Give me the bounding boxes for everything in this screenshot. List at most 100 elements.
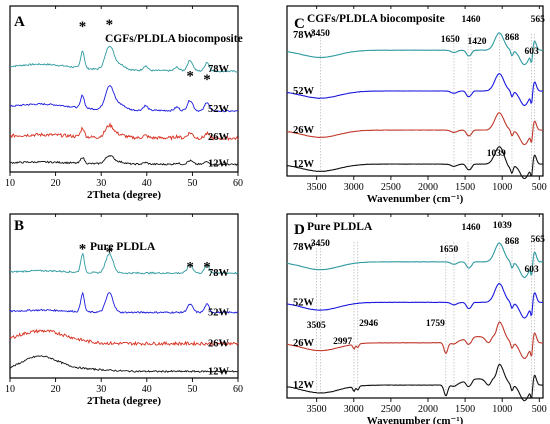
- series-52w-line: [9, 84, 239, 113]
- peak-annotation: 1759: [426, 319, 445, 329]
- series-label: 78W: [208, 268, 230, 279]
- plot-frame: [9, 213, 239, 379]
- peak-annotation: 1039: [493, 221, 512, 231]
- peak-annotation: 603: [525, 47, 540, 57]
- x-tick-label: 50: [187, 178, 197, 189]
- peak-annotation: 565: [531, 235, 546, 245]
- peak-star-marker: *: [203, 72, 211, 88]
- x-tick-label: 20: [51, 178, 61, 189]
- x-tick-label: 1500: [455, 182, 475, 193]
- series-label: 78W: [208, 64, 230, 75]
- x-tick-label: 10: [5, 178, 15, 189]
- peak-annotation: 2997: [333, 337, 352, 347]
- x-tick-label: 3000: [344, 404, 364, 415]
- peak-star-marker: *: [186, 259, 194, 275]
- x-tick-label: 10: [5, 384, 15, 395]
- x-tick-label: 500: [532, 182, 547, 193]
- plot-frame: [9, 5, 239, 173]
- plot-frame: [286, 213, 544, 399]
- series-12w-line: [286, 363, 544, 402]
- x-tick-label: 40: [142, 384, 152, 395]
- series-label: 26W: [208, 339, 230, 350]
- panel-letter: B: [14, 218, 24, 234]
- series-52w-line: [286, 282, 544, 319]
- peak-annotation: 1650: [439, 245, 458, 255]
- series-26w-line: [286, 112, 543, 146]
- x-tick-label: 2500: [381, 404, 401, 415]
- series-label: 26W: [293, 125, 315, 136]
- series-label: 52W: [293, 86, 315, 97]
- panel-letter: C: [294, 16, 305, 32]
- x-tick-label: 3500: [307, 182, 327, 193]
- chart-title: CGFs/PLDLA biocomposite: [105, 33, 243, 45]
- series-52w-line: [286, 72, 544, 107]
- x-tick-label: 1000: [492, 404, 512, 415]
- series-label: 52W: [208, 104, 230, 115]
- peak-annotation: 1039: [487, 149, 506, 159]
- x-axis-label: Wavenumber (cm⁻¹): [367, 415, 464, 424]
- x-tick-label: 2500: [381, 182, 401, 193]
- series-78w-line: [286, 242, 544, 279]
- x-axis-label: 2Theta (degree): [87, 395, 161, 407]
- series-26w-line: [9, 328, 239, 347]
- series-78w-line: [286, 32, 544, 66]
- series-label: 78W: [293, 30, 315, 41]
- peak-star-marker: *: [106, 17, 114, 33]
- x-tick-label: 30: [96, 384, 106, 395]
- series-label: 26W: [293, 338, 315, 349]
- peak-star-marker: *: [186, 69, 194, 85]
- series-label: 12W: [293, 380, 315, 391]
- series-78w-line: [9, 252, 239, 275]
- series-label: 78W: [293, 242, 315, 253]
- peak-annotation: 1420: [467, 37, 486, 47]
- series-12w-line: [286, 146, 543, 180]
- x-tick-label: 3000: [344, 182, 364, 193]
- series-label: 12W: [208, 159, 230, 170]
- series-label: 12W: [208, 366, 230, 377]
- x-tick-label: 30: [96, 178, 106, 189]
- peak-annotation: 1460: [462, 15, 481, 25]
- x-tick-label: 2000: [418, 182, 438, 193]
- series-26w-line: [9, 122, 239, 142]
- series-label: 12W: [293, 159, 315, 170]
- chart-title: Pure PLDLA: [90, 241, 156, 253]
- x-tick-label: 50: [187, 384, 197, 395]
- series-52w-line: [9, 291, 239, 315]
- peak-annotation: 868: [505, 33, 520, 43]
- peak-annotation: 868: [505, 237, 520, 247]
- series-label: 52W: [208, 307, 230, 318]
- x-tick-label: 60: [233, 384, 243, 395]
- panel-letter: D: [294, 222, 305, 238]
- panel-d: D 3500 3000 2500 2000 1500 1000 500 Wavenumber (…: [286, 213, 547, 424]
- x-tick-label: 1000: [492, 182, 512, 193]
- x-axis-label: Wavenumber (cm⁻¹): [367, 193, 464, 205]
- peak-star-marker: *: [203, 259, 211, 275]
- peak-star-marker: *: [106, 245, 114, 261]
- peak-star-marker: *: [79, 19, 87, 35]
- x-axis-label: 2Theta (degree): [87, 189, 161, 201]
- peak-annotation: 3505: [307, 321, 326, 331]
- peak-annotation: 3450: [311, 29, 330, 39]
- peak-annotation: 1650: [441, 35, 460, 45]
- peak-annotation: 2946: [359, 319, 378, 329]
- panel-letter: A: [14, 14, 25, 30]
- series-26w-line: [286, 321, 544, 359]
- x-tick-label: 20: [51, 384, 61, 395]
- series-12w-line: [9, 355, 239, 373]
- series-12w-line: [9, 154, 239, 167]
- x-tick-label: 60: [233, 178, 243, 189]
- chart-title: CGFs/PLDLA biocomposite: [307, 13, 445, 25]
- panel-c: C 3500 3000 2500 2000 1500 1000 500 Wavenumber (…: [286, 5, 547, 205]
- x-tick-label: 1500: [455, 404, 475, 415]
- x-tick-label: 3500: [307, 404, 327, 415]
- peak-annotation: 1460: [462, 223, 481, 233]
- series-label: 26W: [208, 132, 230, 143]
- peak-star-marker: *: [79, 241, 87, 257]
- series-label: 52W: [293, 297, 315, 308]
- peak-annotation: 603: [525, 265, 540, 275]
- chart-title: Pure PLDLA: [307, 221, 373, 233]
- x-tick-label: 40: [142, 178, 152, 189]
- peak-annotation: 3450: [311, 239, 330, 249]
- panel-a: A 10 20 30 40 50 60 2Theta (degree) CGFs/PLDLA b…: [5, 5, 243, 201]
